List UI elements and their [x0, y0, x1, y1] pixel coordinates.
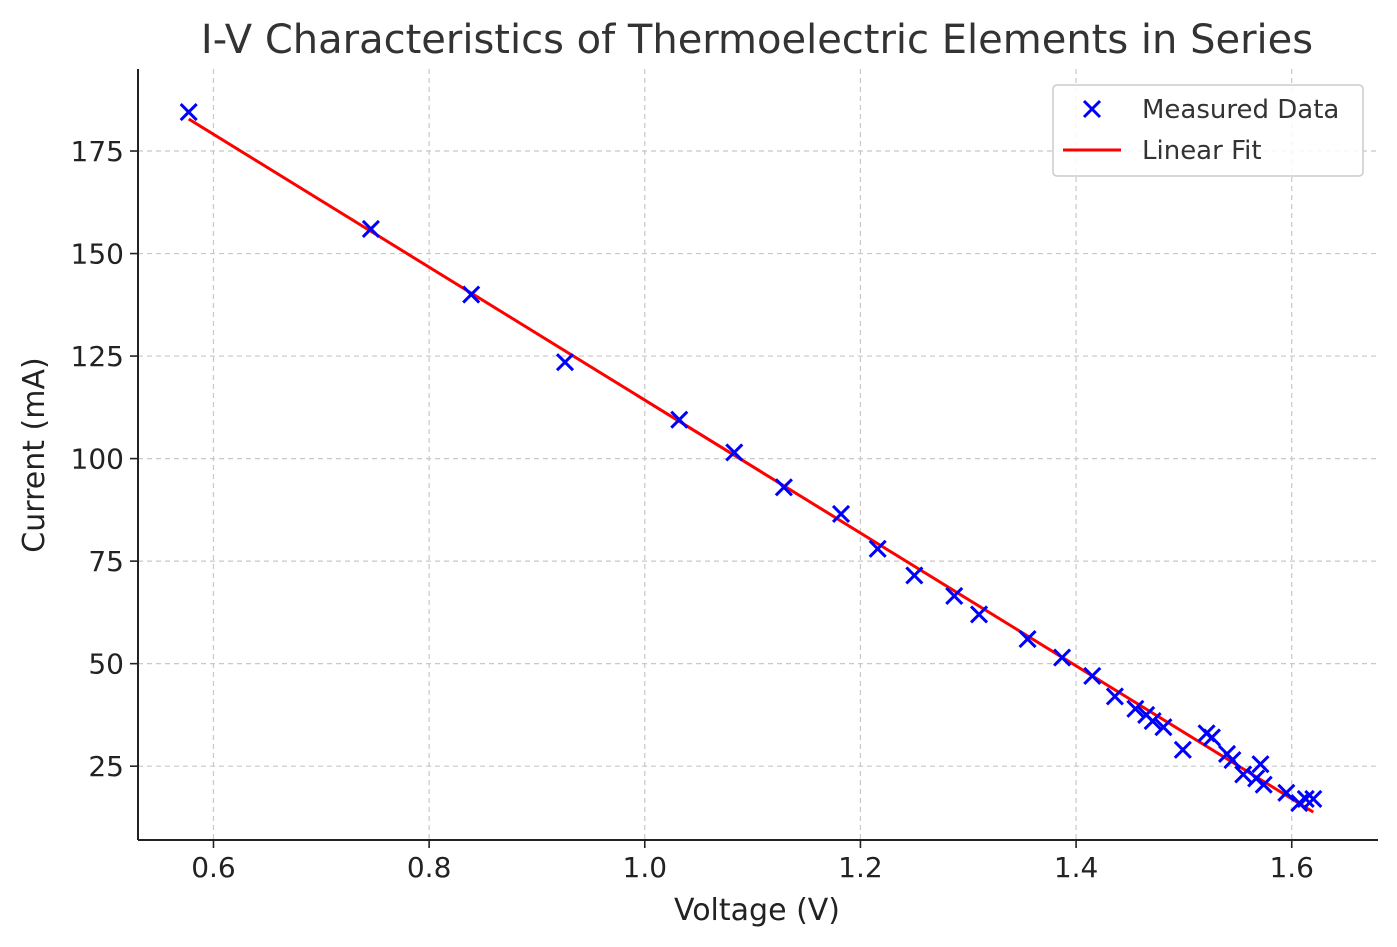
- data-point-marker: [1154, 718, 1173, 737]
- data-point-marker: [1254, 775, 1273, 794]
- data-point-marker: [1126, 699, 1145, 718]
- y-tick-label: 100: [71, 443, 124, 476]
- data-point-marker: [831, 504, 851, 524]
- data-point-marker: [1053, 648, 1072, 667]
- data-point-marker: [555, 353, 575, 372]
- data-point-marker: [1202, 728, 1222, 747]
- data-point-marker: [1234, 765, 1253, 784]
- data-point-marker: [179, 103, 198, 122]
- data-point-marker: [1173, 740, 1192, 759]
- data-point-marker: [1223, 750, 1242, 770]
- data-point-marker: [1296, 789, 1315, 809]
- linear-fit-layer: [187, 117, 1315, 814]
- data-point-marker: [969, 605, 989, 624]
- data-point-marker: [1251, 755, 1270, 774]
- y-tick-label: 50: [88, 648, 124, 681]
- data-point-marker: [774, 478, 793, 497]
- x-tick-label: 1.0: [623, 851, 668, 884]
- y-ticks: 25 50 75 100 125 150 175: [71, 135, 138, 783]
- data-point-marker: [868, 539, 887, 558]
- axes: [137, 69, 1378, 841]
- data-point-marker: [905, 566, 924, 585]
- data-point-marker: [1018, 629, 1037, 649]
- measured-data-points: [179, 103, 1323, 813]
- data-point-marker: [1083, 666, 1102, 686]
- data-point-marker: [1277, 783, 1296, 802]
- data-point-marker: [462, 285, 481, 304]
- y-tick-label: 125: [71, 340, 124, 373]
- x-tick-label: 1.4: [1054, 851, 1099, 884]
- x-tick-label: 0.8: [407, 851, 452, 884]
- data-point-marker: [1143, 712, 1162, 731]
- x-axis-label: Voltage (V): [674, 893, 840, 928]
- data-point-marker: [945, 586, 964, 606]
- data-point-marker: [1304, 789, 1323, 809]
- data-point-marker: [670, 410, 689, 429]
- y-tick-label: 150: [71, 238, 124, 271]
- legend: Measured Data Linear Fit: [1052, 84, 1364, 177]
- y-axis-label: Current (mA): [17, 357, 52, 552]
- y-tick-label: 75: [88, 545, 124, 578]
- x-ticks: 0.6 0.8 1.0 1.2 1.4 1.6: [191, 840, 1314, 884]
- legend-box: [1052, 84, 1364, 177]
- y-tick-label: 25: [88, 750, 124, 783]
- x-tick-label: 1.2: [838, 851, 883, 884]
- data-point-marker: [725, 443, 744, 462]
- grid-lines: [138, 69, 1378, 840]
- data-point-marker: [1105, 687, 1124, 706]
- chart-title: I-V Characteristics of Thermoelectric El…: [201, 17, 1313, 63]
- legend-marker-measured-data: [1082, 99, 1102, 119]
- legend-label-linear-fit: Linear Fit: [1142, 136, 1262, 166]
- data-point-marker: [361, 219, 380, 239]
- x-tick-label: 1.6: [1269, 851, 1314, 884]
- x-tick-label: 0.6: [191, 851, 236, 884]
- linear-fit-line: [187, 117, 1315, 814]
- legend-label-measured-data: Measured Data: [1142, 95, 1339, 125]
- y-tick-label: 175: [71, 135, 124, 168]
